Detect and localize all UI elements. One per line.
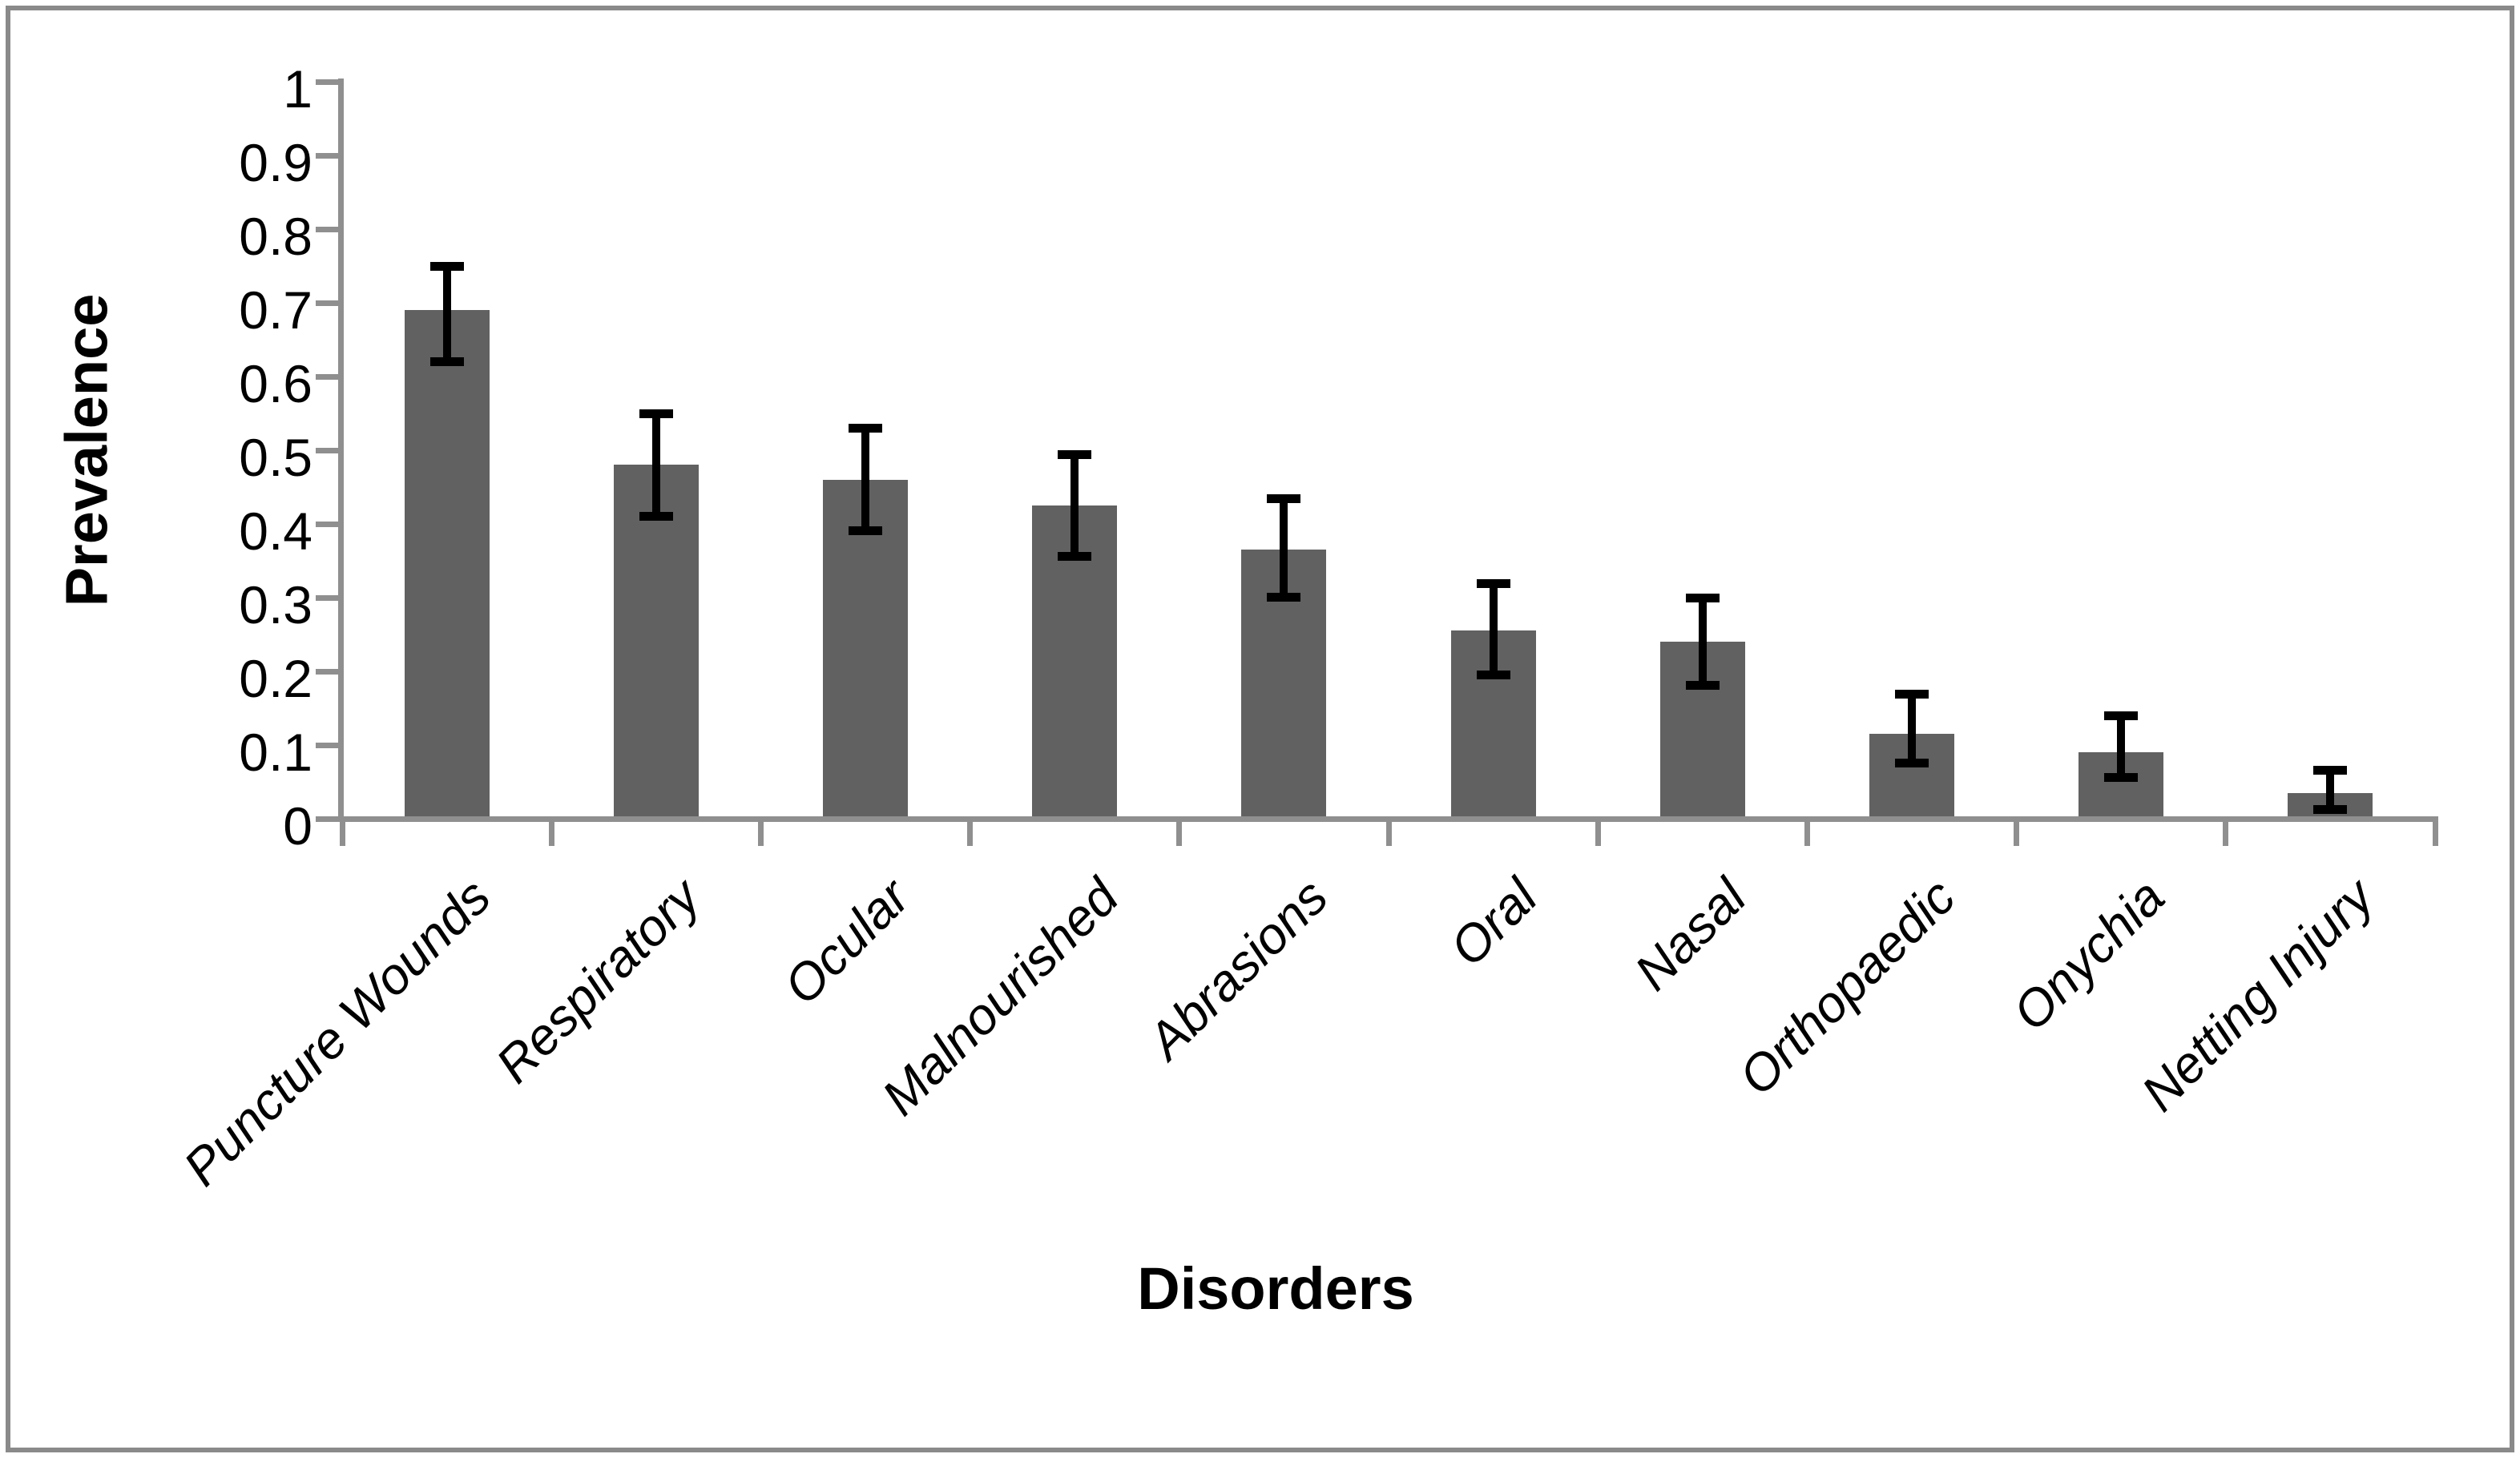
x-axis-tick xyxy=(339,819,345,846)
y-axis-tick xyxy=(316,79,338,85)
x-axis-tick xyxy=(1176,819,1183,846)
y-tick-label: 0.8 xyxy=(239,207,312,266)
x-axis-tick xyxy=(548,819,554,846)
error-bar-bottom-cap xyxy=(1058,552,1092,562)
error-bar-top-cap xyxy=(1476,578,1510,588)
bar xyxy=(613,465,699,819)
y-axis-tick xyxy=(316,152,338,159)
y-tick-label: 0.1 xyxy=(239,723,312,782)
error-bar-top-cap xyxy=(639,409,673,418)
y-axis-tick xyxy=(316,226,338,232)
error-bar-bottom-cap xyxy=(1267,593,1301,602)
error-bar-bottom-cap xyxy=(1895,759,1929,767)
y-axis-tick xyxy=(316,668,338,675)
chart-outer-border xyxy=(6,6,2514,1452)
error-bar-line xyxy=(1280,497,1288,598)
y-axis-line xyxy=(337,79,344,822)
error-bar-line xyxy=(2117,715,2126,779)
error-bar-bottom-cap xyxy=(849,526,882,536)
y-tick-label: 0.3 xyxy=(239,575,312,634)
error-bar-top-cap xyxy=(1685,594,1720,602)
y-tick-label: 0.2 xyxy=(239,649,312,708)
x-axis-tick xyxy=(2014,819,2020,846)
y-tick-label: 0.7 xyxy=(239,280,312,340)
error-bar-top-cap xyxy=(1895,689,1929,699)
error-bar-bottom-cap xyxy=(1476,670,1510,679)
error-bar-bottom-cap xyxy=(639,511,673,521)
x-axis-line xyxy=(318,816,2438,822)
error-bar-line xyxy=(861,428,869,532)
error-bar-line xyxy=(442,266,451,362)
y-axis-tick xyxy=(316,373,338,380)
x-axis-title: Disorders xyxy=(1137,1255,1414,1322)
error-bar-top-cap xyxy=(1058,449,1092,459)
x-axis-tick xyxy=(967,819,974,846)
y-tick-label: 0.5 xyxy=(239,428,312,487)
bar xyxy=(823,479,908,819)
error-bar-top-cap xyxy=(849,424,882,433)
x-axis-tick xyxy=(1595,819,1601,846)
error-bar-line xyxy=(1489,582,1498,675)
y-axis-tick xyxy=(316,521,338,527)
error-bar-bottom-cap xyxy=(2104,773,2139,783)
y-axis-tick xyxy=(316,300,338,306)
y-tick-label: 0.9 xyxy=(239,133,312,192)
y-axis-title: Prevalence xyxy=(53,293,120,607)
error-bar-top-cap xyxy=(2313,766,2348,775)
y-axis-tick xyxy=(316,742,338,748)
error-bar-line xyxy=(1908,693,1916,763)
x-axis-tick xyxy=(1385,819,1392,846)
y-tick-label: 0 xyxy=(283,796,312,856)
x-axis-tick xyxy=(757,819,764,846)
x-axis-tick xyxy=(1804,819,1810,846)
error-bar-line xyxy=(1698,598,1707,687)
y-tick-label: 0.4 xyxy=(239,501,312,561)
y-tick-label: 1 xyxy=(283,59,312,119)
error-bar-bottom-cap xyxy=(429,356,464,366)
x-axis-tick xyxy=(2432,819,2438,846)
error-bar-line xyxy=(651,413,660,517)
y-tick-label: 0.6 xyxy=(239,354,312,413)
y-axis-tick xyxy=(316,594,338,601)
x-axis-tick xyxy=(2223,819,2229,846)
error-bar-line xyxy=(1070,453,1079,558)
error-bar-bottom-cap xyxy=(1685,681,1720,691)
error-bar-top-cap xyxy=(1267,493,1301,503)
error-bar-bottom-cap xyxy=(2313,804,2348,814)
bar xyxy=(404,310,490,819)
y-axis-tick xyxy=(316,447,338,453)
error-bar-top-cap xyxy=(429,262,464,271)
error-bar-line xyxy=(2326,770,2335,810)
error-bar-top-cap xyxy=(2104,711,2139,721)
